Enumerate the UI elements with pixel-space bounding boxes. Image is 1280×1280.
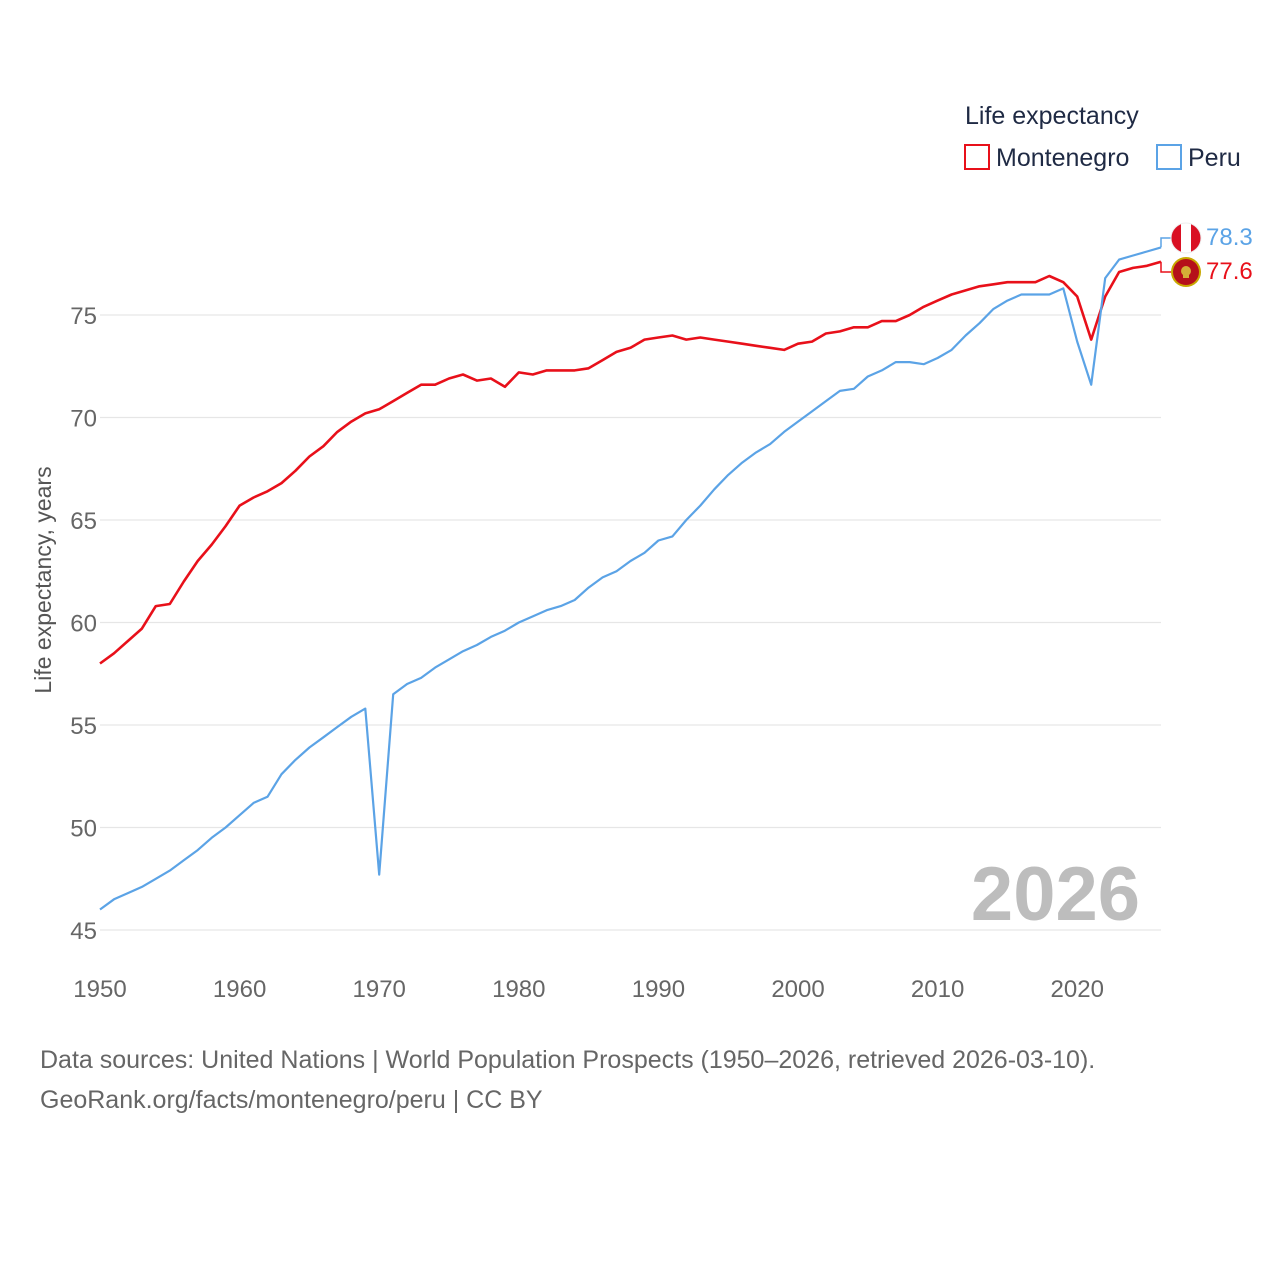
series-line-peru[interactable] [99, 246, 1162, 911]
x-tick-label-1970: 1970 [353, 976, 406, 1003]
data-source-note: Data sources: United Nations | World Pop… [40, 1040, 1260, 1120]
x-tick-label-1990: 1990 [632, 976, 685, 1003]
gridlines [100, 314, 1161, 931]
x-tick-label-2000: 2000 [771, 976, 824, 1003]
series-line-montenegro[interactable] [99, 260, 1162, 665]
x-tick-label-2010: 2010 [911, 976, 964, 1003]
y-tick-label-45: 45 [70, 918, 97, 945]
y-axis-ticks: 45 50 55 60 65 70 75 [70, 303, 97, 945]
y-tick-label-75: 75 [70, 303, 97, 330]
peru-end-value: 78.3 [1206, 224, 1253, 251]
peru-connector [1160, 237, 1171, 248]
legend: Life expectancy Montenegro Peru [964, 102, 1241, 172]
montenegro-end-value: 77.6 [1206, 258, 1253, 285]
y-tick-label-55: 55 [70, 713, 97, 740]
source-link-line[interactable]: GeoRank.org/facts/montenegro/peru | CC B… [40, 1086, 543, 1114]
y-tick-label-65: 65 [70, 508, 97, 535]
x-tick-label-1980: 1980 [492, 976, 545, 1003]
end-marker-peru: 78.3 [1160, 222, 1253, 254]
legend-label-montenegro[interactable]: Montenegro [996, 144, 1129, 172]
peru-flag-icon [1170, 222, 1202, 254]
x-tick-label-1960: 1960 [213, 976, 266, 1003]
source-line-1: Data sources: United Nations | World Pop… [40, 1046, 1096, 1074]
y-axis-label: Life expectancy, years [30, 466, 56, 693]
x-tick-label-1950: 1950 [73, 976, 126, 1003]
x-axis-ticks: 1950 1960 1970 1980 1990 2000 2010 2020 [73, 976, 1104, 1003]
y-tick-label-70: 70 [70, 406, 97, 433]
x-tick-label-2020: 2020 [1051, 976, 1104, 1003]
year-watermark: 2026 [971, 852, 1140, 937]
montenegro-flag-icon [1171, 257, 1201, 287]
end-marker-montenegro: 77.6 [1160, 257, 1253, 287]
y-tick-label-60: 60 [70, 611, 97, 638]
montenegro-connector [1160, 261, 1171, 273]
y-tick-label-50: 50 [70, 816, 97, 843]
legend-title: Life expectancy [965, 102, 1139, 130]
legend-swatch-montenegro[interactable] [964, 144, 990, 170]
series-lines [99, 246, 1162, 911]
legend-swatch-peru[interactable] [1156, 144, 1182, 170]
legend-label-peru[interactable]: Peru [1188, 144, 1241, 172]
